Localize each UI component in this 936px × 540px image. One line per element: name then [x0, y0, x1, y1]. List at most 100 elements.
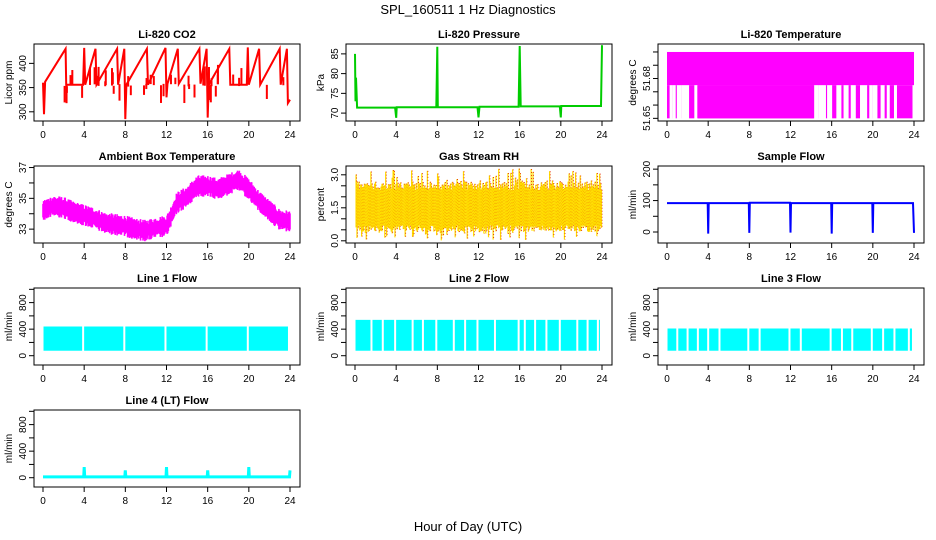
data-fill — [84, 326, 124, 351]
data-fill — [413, 319, 422, 351]
x-tick-label: 12 — [473, 374, 485, 385]
x-tick-label: 20 — [555, 252, 567, 263]
data-layer — [355, 319, 600, 351]
data-fill — [909, 328, 912, 351]
panel-title: Line 2 Flow — [449, 273, 509, 285]
y-tick-label: 0 — [642, 352, 653, 358]
data-fill — [495, 319, 518, 351]
data-fill-bottom — [889, 85, 894, 119]
data-fill — [525, 319, 535, 351]
x-tick-label: 16 — [514, 252, 526, 263]
data-fill — [801, 328, 830, 351]
data-fill — [454, 319, 465, 351]
x-tick-label: 0 — [40, 374, 46, 385]
series-line — [43, 467, 292, 479]
x-tick-label: 24 — [284, 130, 296, 141]
x-tick-label: 20 — [243, 252, 255, 263]
x-tick-label: 4 — [81, 496, 87, 507]
data-fill — [437, 319, 453, 351]
x-tick-label: 8 — [123, 252, 129, 263]
y-tick-label: 400 — [330, 320, 341, 337]
y-axis-label: percent — [316, 188, 327, 222]
x-tick-label: 24 — [284, 374, 296, 385]
data-fill — [423, 319, 436, 351]
y-tick-label: 0.0 — [330, 233, 341, 247]
data-layer — [355, 168, 603, 241]
data-fill-bottom — [896, 85, 913, 119]
data-fill-bottom — [825, 85, 828, 119]
y-tick-label: 0 — [18, 352, 29, 358]
x-tick-label: 0 — [664, 252, 670, 263]
series-line — [667, 201, 915, 234]
y-axis-label: ml/min — [628, 312, 639, 341]
y-axis-label: degrees C — [4, 181, 15, 227]
y-axis-label: Licor ppm — [4, 61, 15, 105]
data-fill-bottom — [855, 85, 861, 119]
y-tick-label: 400 — [18, 55, 29, 72]
data-fill — [872, 328, 883, 351]
panel-title: Ambient Box Temperature — [99, 151, 236, 163]
data-layer — [43, 467, 292, 479]
x-tick-label: 20 — [243, 496, 255, 507]
x-tick-label: 20 — [243, 130, 255, 141]
data-fill — [207, 326, 247, 351]
x-tick-label: 20 — [555, 374, 567, 385]
panel-title: Line 1 Flow — [137, 273, 197, 285]
panel-title: Li-820 Pressure — [438, 29, 520, 41]
x-tick-label: 16 — [202, 130, 214, 141]
panel-title: Gas Stream RH — [439, 151, 519, 163]
y-axis-label: ml/min — [628, 190, 639, 219]
y-tick-label: 800 — [642, 294, 653, 311]
panel-title: Line 3 Flow — [761, 273, 821, 285]
x-tick-label: 12 — [161, 130, 173, 141]
x-tick-label: 20 — [555, 130, 567, 141]
data-fill — [709, 328, 719, 351]
x-tick-label: 16 — [202, 374, 214, 385]
x-tick-label: 8 — [435, 374, 441, 385]
data-fill — [396, 319, 412, 351]
data-fill-bottom — [848, 85, 851, 119]
series-line — [42, 45, 291, 120]
data-fill — [536, 319, 546, 351]
panel-title: Line 4 (LT) Flow — [126, 395, 209, 407]
panel-title: Sample Flow — [757, 151, 825, 163]
x-tick-label: 24 — [284, 496, 296, 507]
data-fill — [43, 326, 83, 351]
data-fill — [547, 319, 559, 351]
data-fill-bottom — [832, 85, 837, 119]
data-fill-bottom — [689, 85, 695, 119]
x-tick-label: 8 — [123, 130, 129, 141]
x-tick-label: 4 — [393, 252, 399, 263]
data-fill — [720, 328, 748, 351]
y-tick-label: 0 — [18, 474, 29, 480]
data-fill — [578, 319, 587, 351]
x-tick-label: 24 — [596, 374, 608, 385]
x-tick-label: 4 — [393, 374, 399, 385]
x-tick-label: 24 — [908, 252, 920, 263]
x-tick-label: 0 — [40, 496, 46, 507]
data-fill — [831, 328, 841, 351]
data-fill — [466, 319, 477, 351]
x-tick-label: 0 — [664, 374, 670, 385]
x-tick-label: 0 — [40, 130, 46, 141]
data-fill-bottom — [877, 85, 881, 119]
data-fill — [166, 326, 206, 351]
panel-2: Li-820 Pressure 0 4 8 12 16 20 24 70 75 80 85 kPa — [316, 29, 613, 141]
x-tick-label: 12 — [161, 252, 173, 263]
y-axis-label: ml/min — [316, 312, 327, 341]
x-tick-label: 0 — [40, 252, 46, 263]
data-fill-top — [667, 51, 914, 86]
data-fill — [125, 326, 165, 351]
data-fill — [560, 319, 577, 351]
data-fill — [688, 328, 697, 351]
x-tick-label: 0 — [352, 130, 358, 141]
y-axis-label: degrees C — [628, 59, 639, 105]
x-tick-label: 12 — [473, 130, 485, 141]
y-tick-label: 37 — [18, 162, 29, 174]
data-layer — [667, 51, 914, 119]
data-fill — [355, 319, 371, 351]
